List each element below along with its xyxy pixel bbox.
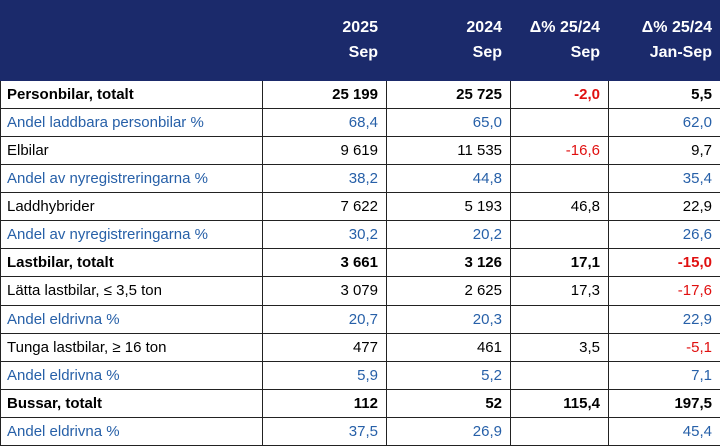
value-cell: 5,5 [608, 79, 720, 110]
value-cell: 30,2 [262, 220, 387, 250]
value-cell: 22,9 [608, 304, 720, 334]
row-label: Laddhybrider [0, 192, 263, 222]
column-year: Δ% 25/24 [510, 0, 609, 40]
value-cell [510, 108, 609, 138]
value-cell: 9,7 [608, 136, 720, 166]
row-label: Tunga lastbilar, ≥ 16 ton [0, 332, 263, 362]
table-row: Andel eldrivna % 37,5 26,9 45,4 [0, 416, 720, 446]
value-cell: 52 [386, 388, 511, 418]
table-row: Elbilar 9 619 11 535 -16,6 9,7 [0, 136, 720, 166]
value-cell: -16,6 [510, 136, 609, 166]
value-cell: -2,0 [510, 79, 609, 110]
value-cell: 20,3 [386, 304, 511, 334]
value-cell: 45,4 [608, 416, 720, 446]
row-label: Bussar, totalt [0, 388, 263, 418]
value-cell: 17,3 [510, 276, 609, 306]
value-cell: 17,1 [510, 248, 609, 278]
table-row: Andel laddbara personbilar % 68,4 65,0 62,0 [0, 108, 720, 138]
header-row: 2025 2024 Δ% 25/24 Δ% 25/24 [0, 0, 720, 40]
value-cell: 5,2 [386, 360, 511, 390]
value-cell: 9 619 [262, 136, 387, 166]
value-cell: 22,9 [608, 192, 720, 222]
row-label: Lastbilar, totalt [0, 248, 263, 278]
table-row: Bussar, totalt 112 52 115,4 197,5 [0, 388, 720, 418]
column-period: Sep [510, 39, 609, 81]
value-cell: 62,0 [608, 108, 720, 138]
value-cell: 44,8 [386, 164, 511, 194]
row-label: Andel av nyregistreringarna % [0, 220, 263, 250]
row-label: Personbilar, totalt [0, 79, 263, 110]
table-row: Andel av nyregistreringarna % 38,2 44,8 35,… [0, 164, 720, 194]
value-cell: 3 661 [262, 248, 387, 278]
row-label: Andel eldrivna % [0, 416, 263, 446]
row-label: Andel eldrivna % [0, 304, 263, 334]
header-cell [0, 0, 263, 40]
value-cell: 7 622 [262, 192, 387, 222]
table-row: Laddhybrider 7 622 5 193 46,8 22,9 [0, 192, 720, 222]
value-cell [510, 304, 609, 334]
value-cell: 2 625 [386, 276, 511, 306]
value-cell: 20,7 [262, 304, 387, 334]
value-cell: 38,2 [262, 164, 387, 194]
value-cell: 65,0 [386, 108, 511, 138]
value-cell: 112 [262, 388, 387, 418]
row-label: Andel eldrivna % [0, 360, 263, 390]
row-label: Lätta lastbilar, ≤ 3,5 ton [0, 276, 263, 306]
value-cell: 197,5 [608, 388, 720, 418]
value-cell: 46,8 [510, 192, 609, 222]
value-cell: 5 193 [386, 192, 511, 222]
value-cell [510, 220, 609, 250]
header-row: Sep Sep Sep Jan-Sep [0, 39, 720, 81]
column-year: 2024 [386, 0, 511, 40]
column-year: Δ% 25/24 [608, 0, 720, 40]
value-cell: 26,6 [608, 220, 720, 250]
value-cell: -5,1 [608, 332, 720, 362]
value-cell [510, 416, 609, 446]
value-cell: 25 199 [262, 79, 387, 110]
table-body: Personbilar, totalt 25 199 25 725 -2,0 5,5 An… [0, 79, 720, 446]
value-cell [510, 360, 609, 390]
value-cell: 3 079 [262, 276, 387, 306]
value-cell: 3 126 [386, 248, 511, 278]
table-row: Andel av nyregistreringarna % 30,2 20,2 26,… [0, 220, 720, 250]
value-cell: 25 725 [386, 79, 511, 110]
value-cell [510, 164, 609, 194]
value-cell: -15,0 [608, 248, 720, 278]
table-header: 2025 2024 Δ% 25/24 Δ% 25/24 Sep Sep Sep Jan-Se… [0, 0, 720, 81]
value-cell: 68,4 [262, 108, 387, 138]
table-row: Andel eldrivna % 20,7 20,3 22,9 [0, 304, 720, 334]
table-row: Personbilar, totalt 25 199 25 725 -2,0 5,5 [0, 79, 720, 110]
value-cell: 477 [262, 332, 387, 362]
value-cell: 37,5 [262, 416, 387, 446]
header-cell [0, 39, 263, 81]
value-cell: 115,4 [510, 388, 609, 418]
table-row: Andel eldrivna % 5,9 5,2 7,1 [0, 360, 720, 390]
row-label: Andel av nyregistreringarna % [0, 164, 263, 194]
value-cell: 11 535 [386, 136, 511, 166]
table-row: Lätta lastbilar, ≤ 3,5 ton 3 079 2 625 17,3… [0, 276, 720, 306]
value-cell: -17,6 [608, 276, 720, 306]
column-period: Sep [262, 39, 387, 81]
column-period: Jan-Sep [608, 39, 720, 81]
column-year: 2025 [262, 0, 387, 40]
value-cell: 5,9 [262, 360, 387, 390]
table-row: Lastbilar, totalt 3 661 3 126 17,1 -15,0 [0, 248, 720, 278]
row-label: Elbilar [0, 136, 263, 166]
value-cell: 461 [386, 332, 511, 362]
value-cell: 26,9 [386, 416, 511, 446]
table-row: Tunga lastbilar, ≥ 16 ton 477 461 3,5 -5,1 [0, 332, 720, 362]
value-cell: 35,4 [608, 164, 720, 194]
row-label: Andel laddbara personbilar % [0, 108, 263, 138]
value-cell: 20,2 [386, 220, 511, 250]
value-cell: 3,5 [510, 332, 609, 362]
column-period: Sep [386, 39, 511, 81]
value-cell: 7,1 [608, 360, 720, 390]
